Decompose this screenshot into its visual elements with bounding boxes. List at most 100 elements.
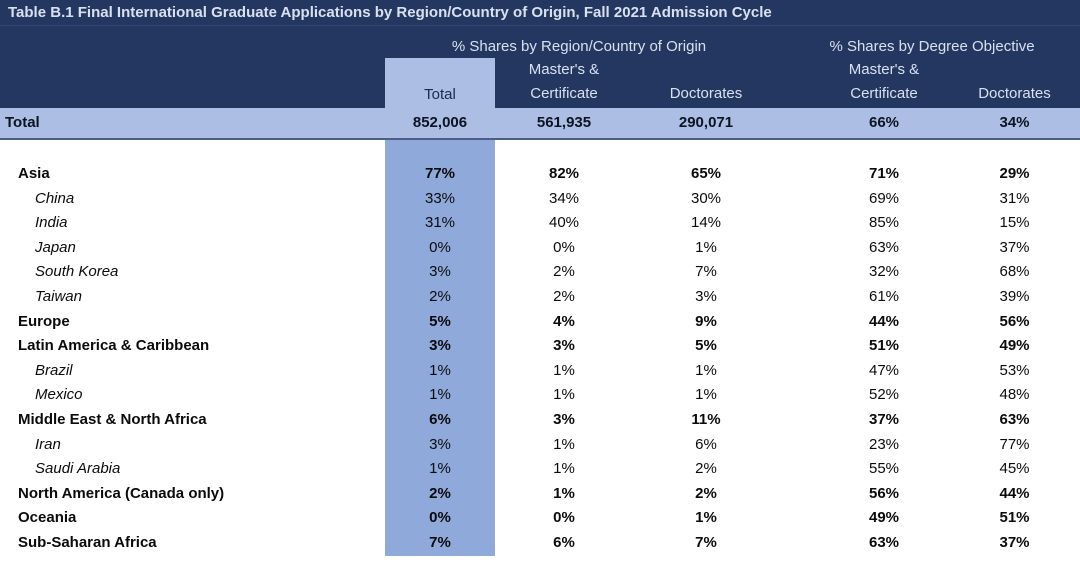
- table-row: Saudi Arabia 1% 1% 2% 55% 45%: [0, 457, 1080, 482]
- table-cell: 1%: [553, 386, 575, 404]
- table-cell: 1%: [429, 386, 451, 404]
- table-cell: 31%: [424, 214, 456, 232]
- row-label: Asia: [18, 165, 50, 182]
- table-cell: 66%: [868, 114, 900, 131]
- table-cell: 63%: [868, 238, 900, 256]
- table-cell: 4%: [553, 312, 575, 330]
- column-header-total: Total: [424, 86, 456, 103]
- table-cell: 1%: [695, 361, 717, 379]
- column-header-doctorates-origin: Doctorates: [669, 85, 743, 102]
- table-cell: 29%: [999, 165, 1030, 182]
- table-row: Iran 3% 1% 6% 23% 77%: [0, 433, 1080, 458]
- table-cell: 68%: [999, 263, 1030, 281]
- table-cell: 14%: [690, 214, 722, 232]
- table-cell: 1%: [553, 484, 575, 502]
- table-row: Middle East & North Africa 6% 3% 11% 37% 63%: [0, 408, 1080, 433]
- table-cell: 63%: [868, 533, 900, 551]
- row-label: North America (Canada only): [18, 484, 225, 502]
- total-column-header-box: Total: [385, 58, 495, 108]
- table-cell: 61%: [868, 287, 900, 305]
- table-cell: 47%: [868, 361, 900, 379]
- table-cell: 11%: [691, 410, 721, 428]
- table-cell: 561,935: [536, 114, 592, 131]
- table-cell: 85%: [868, 214, 900, 232]
- table-cell: 2%: [695, 460, 717, 478]
- spacer-row: [0, 140, 1080, 162]
- table-cell: 6%: [429, 410, 451, 428]
- row-label: Saudi Arabia: [35, 460, 121, 478]
- table-row: Latin America & Caribbean 3% 3% 5% 51% 49%: [0, 334, 1080, 359]
- table-body: Asia 77% 82% 65% 71% 29% China 33% 34% 30% 69% 31% I…: [0, 140, 1080, 556]
- row-label: Japan: [35, 238, 76, 256]
- table-cell: 290,071: [678, 114, 734, 131]
- table-cell: 69%: [868, 189, 900, 207]
- table-cell: 71%: [868, 165, 900, 182]
- column-header-line: Certificate: [850, 85, 918, 102]
- table-cell: 48%: [999, 386, 1030, 404]
- row-label: Total: [5, 114, 40, 131]
- table-row: Europe 5% 4% 9% 44% 56%: [0, 310, 1080, 335]
- row-label: Brazil: [35, 361, 73, 379]
- table-cell: 52%: [868, 386, 900, 404]
- table-cell: 2%: [429, 484, 451, 502]
- table-row: North America (Canada only) 2% 1% 2% 56% 44%: [0, 482, 1080, 507]
- table-cell: 39%: [999, 287, 1030, 305]
- table-cell: 23%: [868, 435, 900, 453]
- column-header-masters-origin: Master's & Certificate: [495, 58, 633, 106]
- row-label: Iran: [35, 435, 61, 453]
- column-header-line: Master's &: [528, 61, 600, 78]
- row-label: Taiwan: [35, 287, 82, 305]
- table-title: Table B.1 Final International Graduate A…: [0, 0, 1080, 26]
- table-cell: 3%: [695, 287, 717, 305]
- table-cell: 5%: [429, 312, 451, 330]
- table-cell: 852,006: [412, 114, 468, 131]
- table-cell: 0%: [429, 238, 451, 256]
- table-row: Asia 77% 82% 65% 71% 29%: [0, 162, 1080, 187]
- table-row: Taiwan 2% 2% 3% 61% 39%: [0, 285, 1080, 310]
- table-cell: 6%: [695, 435, 717, 453]
- table-cell: 44%: [868, 312, 900, 330]
- row-label: Mexico: [35, 386, 83, 404]
- table-cell: 3%: [429, 337, 451, 355]
- table-cell: 31%: [999, 189, 1030, 207]
- table-cell: 65%: [690, 165, 722, 182]
- table-cell: 7%: [429, 533, 451, 551]
- table-cell: 51%: [999, 509, 1030, 527]
- table-rows-container: Asia 77% 82% 65% 71% 29% China 33% 34% 30% 69% 31% I…: [0, 162, 1080, 556]
- table-cell: 1%: [553, 435, 575, 453]
- table-cell: 34%: [999, 114, 1030, 131]
- table-cell: 0%: [429, 509, 451, 527]
- table-cell: 32%: [868, 263, 900, 281]
- table-cell: 2%: [695, 484, 717, 502]
- table-cell: 1%: [695, 509, 717, 527]
- group-header-degree-shares: % Shares by Degree Objective: [829, 38, 1035, 55]
- table-cell: 1%: [695, 386, 717, 404]
- table-cell: 37%: [999, 238, 1030, 256]
- table-cell: 49%: [868, 509, 900, 527]
- row-label: Europe: [18, 312, 70, 330]
- table-cell: 6%: [553, 533, 575, 551]
- table-cell: 1%: [553, 361, 575, 379]
- table-cell: 55%: [868, 460, 900, 478]
- table-cell: 33%: [424, 189, 456, 207]
- table-row: South Korea 3% 2% 7% 32% 68%: [0, 260, 1080, 285]
- table-cell: 15%: [999, 214, 1030, 232]
- table-cell: 56%: [999, 312, 1030, 330]
- table-row: Brazil 1% 1% 1% 47% 53%: [0, 359, 1080, 384]
- row-label: Middle East & North Africa: [18, 410, 207, 428]
- column-header-doctorates-degree: Doctorates: [978, 85, 1051, 102]
- table-cell: 44%: [999, 484, 1030, 502]
- table-cell: 2%: [429, 287, 451, 305]
- row-label: India: [35, 214, 68, 232]
- table-cell: 1%: [695, 238, 717, 256]
- table-cell: 0%: [553, 238, 575, 256]
- table-cell: 63%: [999, 410, 1030, 428]
- table-row: Sub-Saharan Africa 7% 6% 7% 63% 37%: [0, 531, 1080, 556]
- table-cell: 1%: [429, 361, 451, 379]
- table-cell: 2%: [553, 287, 575, 305]
- table-cell: 5%: [695, 337, 717, 355]
- table-cell: 51%: [868, 337, 900, 355]
- table-cell: 1%: [553, 460, 575, 478]
- table-cell: 56%: [868, 484, 900, 502]
- table-row: India 31% 40% 14% 85% 15%: [0, 211, 1080, 236]
